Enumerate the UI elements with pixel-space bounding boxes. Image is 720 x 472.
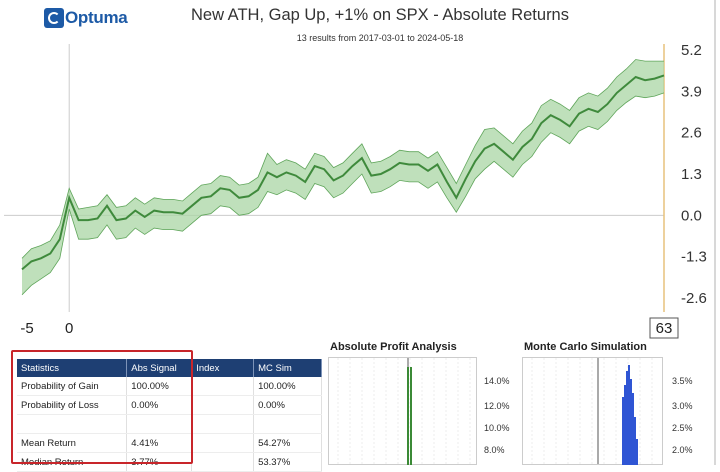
table-cell: 54.27% bbox=[253, 433, 322, 453]
end-day-marker-box bbox=[649, 317, 679, 339]
table-row: Probability of Gain 100.00% 100.00% bbox=[17, 377, 322, 396]
histogram-bar bbox=[622, 397, 624, 465]
histogram-bar bbox=[634, 417, 636, 465]
y-tick-label: 5.2 bbox=[681, 42, 702, 59]
monte-carlo-title: Monte Carlo Simulation bbox=[524, 341, 647, 353]
monte-carlo-chart: 3.5% 3.0% 2.5% 2.0% bbox=[522, 357, 693, 465]
confidence-band bbox=[22, 59, 664, 295]
x-tick-label: 0 bbox=[65, 320, 73, 337]
chart-subtitle: 13 results from 2017-03-01 to 2024-05-18 bbox=[296, 33, 464, 43]
highlight-box bbox=[11, 350, 193, 464]
x-tick-label: -5 bbox=[20, 320, 33, 337]
statistics-table: Statistics Abs Signal Index MC Sim Proba… bbox=[17, 359, 322, 472]
table-cell bbox=[191, 433, 255, 453]
panel-plot-area bbox=[328, 357, 477, 465]
header-index[interactable]: Index bbox=[191, 359, 255, 377]
y-tick-label: 0.0 bbox=[681, 207, 702, 224]
y-tick-label: 2.6 bbox=[681, 125, 702, 142]
panel-tick-label: 3.0% bbox=[672, 401, 693, 411]
chart-title: New ATH, Gap Up, +1% on SPX - Absolute R… bbox=[190, 6, 569, 24]
histogram-bar bbox=[624, 385, 626, 465]
panel-tick-label: 2.5% bbox=[672, 423, 693, 433]
y-tick-label: -2.6 bbox=[681, 290, 707, 307]
header-abs-signal[interactable]: Abs Signal bbox=[126, 359, 193, 377]
panel-tick-label: 10.0% bbox=[484, 423, 510, 433]
profit-analysis-title: Absolute Profit Analysis bbox=[330, 341, 457, 353]
optuma-logo-icon bbox=[44, 8, 64, 28]
histogram-bar bbox=[626, 371, 628, 465]
absolute-returns-chart: 5.2 3.9 2.6 1.3 0.0 -1.3 -2.6 -5 0 63 bbox=[4, 42, 707, 339]
optuma-logo: Optuma bbox=[44, 7, 128, 29]
table-cell: Probability of Loss bbox=[17, 395, 128, 415]
table-cell: Probability of Gain bbox=[17, 377, 128, 396]
table-row bbox=[17, 414, 322, 434]
profit-analysis-chart: 14.0% 12.0% 10.0% 8.0% bbox=[328, 357, 510, 465]
mean-return-line bbox=[21, 74, 665, 271]
table-row: Mean Return 4.41% 54.27% bbox=[17, 433, 322, 453]
table-cell: Mean Return bbox=[17, 433, 128, 453]
table-cell: 0.00% bbox=[253, 395, 322, 415]
panel-tick-label: 8.0% bbox=[484, 445, 505, 455]
table-cell: 53.37% bbox=[253, 452, 322, 472]
table-row: Probability of Loss 0.00% 0.00% bbox=[17, 395, 322, 415]
histogram-bar bbox=[630, 379, 632, 465]
histogram-bar bbox=[410, 367, 412, 465]
panel-tick-label: 12.0% bbox=[484, 401, 510, 411]
header-mc-sim[interactable]: MC Sim bbox=[253, 359, 322, 377]
panel-divider bbox=[714, 0, 716, 465]
band-lower-edge bbox=[21, 92, 665, 296]
histogram-bar bbox=[628, 365, 630, 465]
panel-tick-label: 2.0% bbox=[672, 445, 693, 455]
table-cell bbox=[191, 452, 255, 472]
table-cell bbox=[191, 377, 255, 396]
x-tick-label: 63 bbox=[656, 320, 673, 337]
table-cell bbox=[253, 414, 322, 434]
y-tick-label: -1.3 bbox=[681, 249, 707, 266]
band-upper-edge bbox=[21, 59, 664, 259]
histogram-bar bbox=[636, 439, 638, 465]
table-cell bbox=[191, 414, 255, 434]
histogram-bar bbox=[632, 393, 634, 465]
table-cell bbox=[191, 395, 255, 415]
table-cell bbox=[17, 414, 128, 434]
table-header-row: Statistics Abs Signal Index MC Sim bbox=[17, 359, 322, 377]
y-tick-label: 3.9 bbox=[681, 83, 702, 100]
panel-tick-label: 14.0% bbox=[484, 376, 510, 386]
panel-tick-label: 3.5% bbox=[672, 376, 693, 386]
header-statistics[interactable]: Statistics bbox=[17, 359, 128, 377]
logo-text: Optuma bbox=[65, 8, 128, 27]
y-tick-label: 1.3 bbox=[681, 166, 702, 183]
histogram-bar bbox=[407, 367, 409, 465]
table-cell: 100.00% bbox=[253, 377, 322, 396]
